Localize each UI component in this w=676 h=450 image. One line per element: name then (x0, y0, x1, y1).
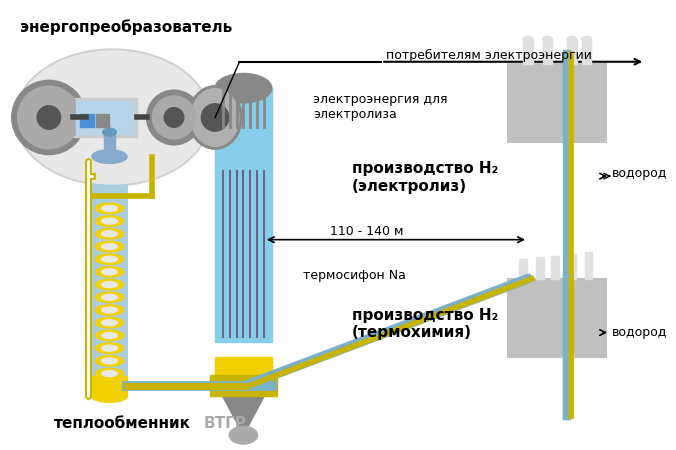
Ellipse shape (567, 36, 577, 42)
Bar (92, 152, 127, 382)
Ellipse shape (96, 229, 123, 239)
Ellipse shape (96, 216, 123, 226)
Bar (552, 256, 559, 279)
Ellipse shape (96, 318, 123, 328)
Bar (568, 254, 576, 279)
Bar (92, 377, 127, 396)
Bar (215, 357, 272, 391)
Ellipse shape (96, 305, 123, 315)
Ellipse shape (96, 292, 123, 302)
Ellipse shape (215, 73, 272, 103)
Text: теплообменник: теплообменник (54, 416, 191, 431)
Ellipse shape (101, 333, 118, 338)
Ellipse shape (101, 243, 118, 249)
Ellipse shape (101, 231, 118, 237)
Bar (535, 257, 544, 279)
Ellipse shape (96, 331, 123, 340)
Ellipse shape (96, 267, 123, 277)
Ellipse shape (92, 390, 127, 402)
Text: производство Н₂
(электролиз): производство Н₂ (электролиз) (352, 162, 498, 194)
Bar (581, 39, 592, 64)
Circle shape (37, 106, 61, 129)
Circle shape (147, 90, 201, 145)
Circle shape (18, 86, 80, 149)
Bar (76, 101, 134, 134)
Text: производство Н₂
(термохимия): производство Н₂ (термохимия) (352, 308, 498, 341)
Text: термосифон Na: термосифон Na (303, 269, 406, 282)
Bar (585, 252, 592, 279)
Ellipse shape (101, 218, 118, 224)
Ellipse shape (103, 128, 116, 136)
Polygon shape (220, 391, 267, 435)
Ellipse shape (101, 282, 118, 288)
Ellipse shape (101, 256, 118, 262)
Ellipse shape (96, 242, 123, 252)
Bar (80, 113, 94, 127)
Ellipse shape (101, 345, 118, 351)
Ellipse shape (101, 320, 118, 326)
Circle shape (201, 104, 228, 131)
Text: ВТГР: ВТГР (203, 416, 246, 431)
Bar (567, 39, 577, 64)
Ellipse shape (229, 426, 258, 444)
Bar (210, 374, 276, 396)
Text: энергопреобразователь: энергопреобразователь (20, 20, 232, 36)
Ellipse shape (96, 254, 123, 264)
Ellipse shape (101, 358, 118, 364)
Ellipse shape (96, 280, 123, 289)
Ellipse shape (191, 89, 239, 146)
Bar (73, 98, 137, 137)
Ellipse shape (543, 36, 552, 42)
Ellipse shape (581, 36, 592, 42)
Circle shape (11, 80, 86, 155)
Ellipse shape (15, 49, 210, 186)
Ellipse shape (101, 206, 118, 212)
Ellipse shape (101, 269, 118, 275)
Ellipse shape (101, 371, 118, 377)
Bar (523, 39, 533, 64)
Bar (519, 259, 527, 279)
Bar (508, 64, 606, 142)
Circle shape (164, 108, 184, 127)
Text: электроэнергия для
электролиза: электроэнергия для электролиза (313, 93, 448, 121)
Bar (96, 113, 110, 127)
Ellipse shape (101, 294, 118, 300)
Ellipse shape (96, 356, 123, 366)
Bar (508, 279, 606, 357)
Text: потребителям электроэнергии: потребителям электроэнергии (386, 49, 592, 62)
Text: водород: водород (612, 166, 667, 180)
Bar (103, 132, 116, 157)
Ellipse shape (92, 150, 127, 163)
Circle shape (153, 96, 195, 139)
Text: водород: водород (612, 326, 667, 339)
Text: 110 - 140 м: 110 - 140 м (330, 225, 404, 238)
Bar (543, 39, 552, 64)
Ellipse shape (17, 51, 208, 184)
Ellipse shape (96, 343, 123, 353)
Bar (215, 88, 272, 342)
Ellipse shape (96, 369, 123, 378)
Ellipse shape (523, 36, 533, 42)
Ellipse shape (96, 203, 123, 213)
Ellipse shape (188, 86, 242, 149)
Ellipse shape (101, 307, 118, 313)
